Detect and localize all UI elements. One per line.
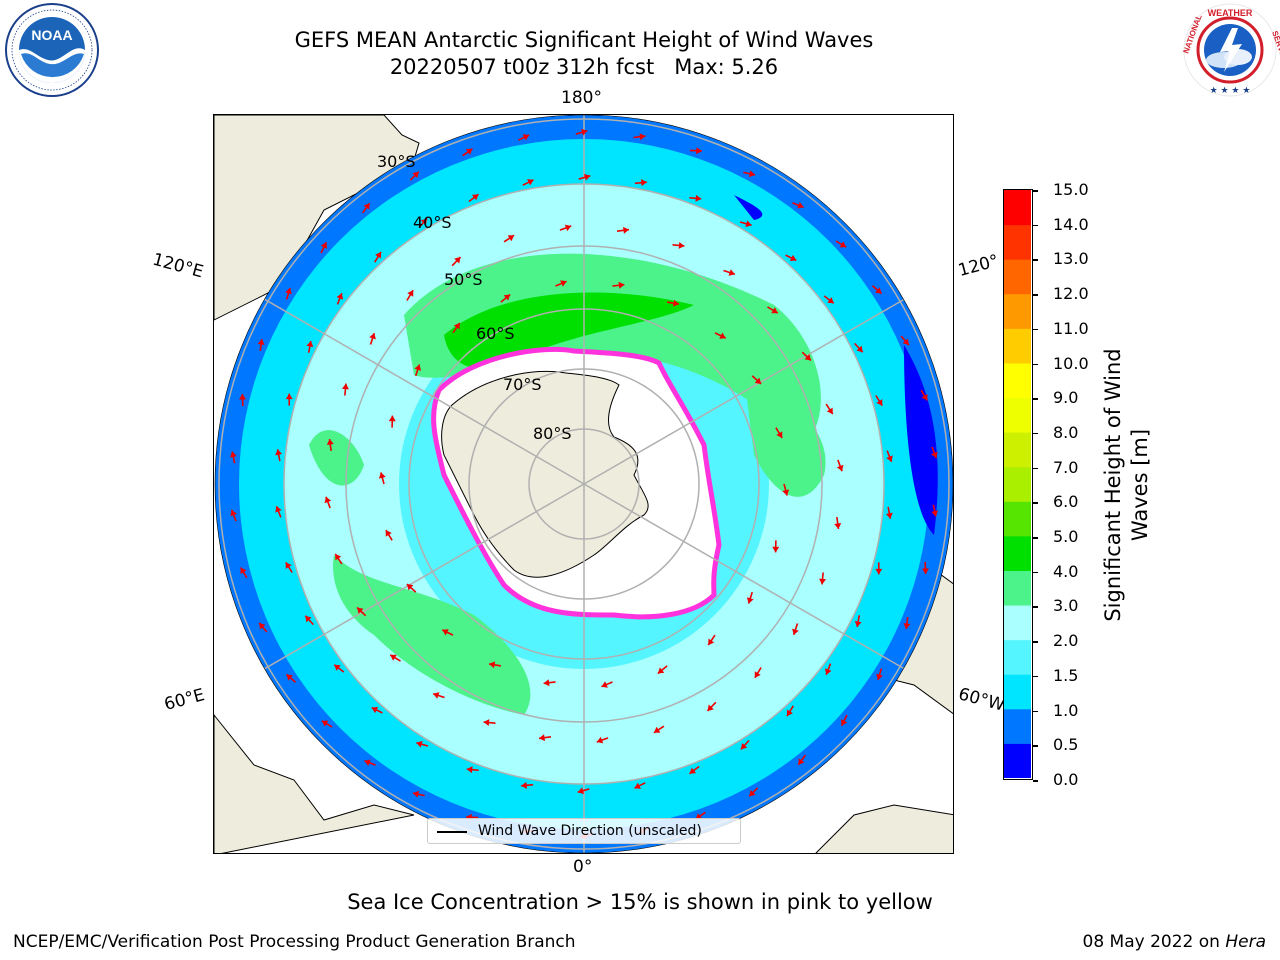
colorbar-tick-mark [1033,225,1038,227]
footer-branch: NCEP/EMC/Verification Post Processing Pr… [13,932,576,952]
colorbar-swatch [1004,674,1031,709]
colorbar [1003,189,1033,780]
colorbar-label-line-1: Significant Height of Wind [1100,325,1127,645]
colorbar-tick-label: 12.0 [1053,286,1089,302]
lon-label-120e: 120°E [150,250,205,283]
nws-logo: WEATHER NATIONAL SERVICE ★ ★ ★ ★ [1180,2,1280,102]
colorbar-tick-label: 5.0 [1053,529,1078,545]
colorbar-swatch [1004,501,1031,536]
colorbar-tick-mark [1033,745,1038,747]
lon-label-60w: 60°W [956,684,1007,715]
colorbar-tick-label: 13.0 [1053,251,1089,267]
sea-ice-note: Sea Ice Concentration > 15% is shown in … [280,890,1000,914]
map-legend: Wind Wave Direction (unscaled) [427,818,741,844]
colorbar-tick-label: 7.0 [1053,460,1078,476]
svg-text:NOAA: NOAA [31,27,72,43]
lat-label-50s: 50°S [444,270,483,289]
colorbar-swatch [1004,743,1031,778]
footer-date: 08 May 2022 on Hera [1083,932,1267,952]
colorbar-label-line-2: Waves [m] [1127,325,1154,645]
colorbar-tick-mark [1033,364,1038,366]
colorbar-tick-mark [1033,329,1038,331]
title-line-1: GEFS MEAN Antarctic Significant Height o… [184,27,984,54]
colorbar-swatch [1004,467,1031,502]
lat-label-70s: 70°S [503,375,542,394]
colorbar-tick-label: 14.0 [1053,217,1089,233]
legend-label: Wind Wave Direction (unscaled) [478,819,702,843]
colorbar-tick-mark [1033,641,1038,643]
colorbar-tick-label: 15.0 [1053,182,1089,198]
legend-line-sample [437,831,467,833]
colorbar-tick-mark [1033,190,1038,192]
colorbar-swatch [1004,190,1031,225]
lat-label-60s: 60°S [476,324,515,343]
lon-label-60e: 60°E [162,685,207,715]
colorbar-swatch [1004,605,1031,640]
colorbar-tick-label: 1.5 [1053,668,1078,684]
colorbar-swatch [1004,570,1031,605]
colorbar-tick-mark [1033,259,1038,261]
lon-label-180: 180° [561,88,602,108]
colorbar-swatch [1004,225,1031,260]
polar-map-canvas [214,115,954,854]
svg-text:★ ★ ★ ★: ★ ★ ★ ★ [1210,86,1251,96]
noaa-logo: NOAA [2,2,102,102]
colorbar-tick-label: 10.0 [1053,356,1089,372]
colorbar-tick-label: 2.0 [1053,633,1078,649]
colorbar-tick-label: 0.5 [1053,737,1078,753]
colorbar-tick-mark [1033,537,1038,539]
colorbar-tick-mark [1033,780,1038,782]
colorbar-swatch [1004,259,1031,294]
lon-label-120w: 120° [956,251,1001,281]
colorbar-tick-label: 6.0 [1053,494,1078,510]
colorbar-swatch [1004,294,1031,329]
colorbar-tick-label: 11.0 [1053,321,1089,337]
colorbar-swatch [1004,328,1031,363]
footer-machine: Hera [1225,932,1266,952]
colorbar-swatch [1004,363,1031,398]
svg-text:WEATHER: WEATHER [1208,8,1253,18]
colorbar-tick-mark [1033,294,1038,296]
colorbar-tick-label: 8.0 [1053,425,1078,441]
lat-label-30s: 30°S [377,152,416,171]
lat-label-40s: 40°S [413,213,452,232]
colorbar-swatches [1004,190,1031,778]
colorbar-swatch [1004,398,1031,433]
title-line-2: 20220507 t00z 312h fcst Max: 5.26 [184,54,984,81]
colorbar-tick-mark [1033,433,1038,435]
colorbar-tick-mark [1033,676,1038,678]
colorbar-tick-mark [1033,606,1038,608]
footer-date-text: 08 May 2022 on [1083,932,1226,952]
colorbar-tick-mark [1033,398,1038,400]
lat-label-80s: 80°S [533,424,572,443]
polar-map [213,114,954,854]
colorbar-swatch [1004,640,1031,675]
colorbar-swatch [1004,432,1031,467]
colorbar-tick-mark [1033,572,1038,574]
colorbar-tick-label: 1.0 [1053,703,1078,719]
colorbar-tick-label: 3.0 [1053,598,1078,614]
colorbar-swatch [1004,709,1031,744]
lon-label-0: 0° [573,857,592,877]
colorbar-tick-label: 4.0 [1053,564,1078,580]
colorbar-tick-label: 9.0 [1053,390,1078,406]
colorbar-tick-label: 0.0 [1053,772,1078,788]
colorbar-tick-mark [1033,502,1038,504]
colorbar-tick-mark [1033,711,1038,713]
colorbar-tick-mark [1033,468,1038,470]
colorbar-label: Significant Height of Wind Waves [m] [1100,325,1156,645]
map-title: GEFS MEAN Antarctic Significant Height o… [184,27,984,81]
colorbar-swatch [1004,536,1031,571]
